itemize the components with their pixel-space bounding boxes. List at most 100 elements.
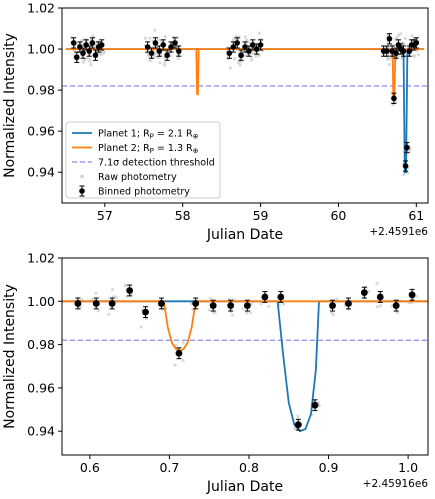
bottom-binned-point [209,302,217,310]
legend-planet2-label: Planet 2; RP = 1.3 R⊕ [98,143,199,155]
top-binned-point [70,40,77,46]
top-binned-point [404,144,410,151]
top-binned-point [168,44,174,50]
top-planet2-model-line [65,48,425,98]
bottom-raw-point [114,295,118,299]
bottom-raw-point [139,325,143,329]
bottom-binned-point [108,300,116,307]
top-raw-point [416,53,421,57]
top-binned-point [257,42,264,48]
bottom-binned-point [126,287,134,294]
top-ytick-label: 0.96 [27,124,55,139]
legend-box [65,121,221,199]
top-xtick-label: 61 [408,208,424,223]
top-xaxis-label: Julian Date [206,227,283,243]
top-x-offset-label: +2.4591e6 [369,226,428,238]
top-xtick-label: 59 [253,208,269,223]
top-binned-point [172,40,178,46]
top-binned-point [80,50,86,56]
bottom-ytick-label: 0.96 [27,380,55,395]
bottom-raw-point [94,291,98,295]
top-binned-point [249,42,256,48]
bottom-raw-point [267,304,271,308]
top-ytick-label: 0.94 [27,165,55,180]
bottom-raw-point [375,305,379,309]
top-raw-point [163,34,167,39]
top-ytick-label: 0.98 [27,83,55,98]
top-raw-point [412,54,416,58]
top-binned-point [89,40,96,46]
bottom-raw-point [245,311,249,315]
legend-raw-label: Raw photometry [98,172,177,183]
top-raw-point [148,36,152,40]
bottom-raw-point [111,288,115,292]
bottom-panel: 0.6 0.7 0.8 0.9 1.0 0.94 0.96 0.98 1.00 1.02 Julia… [2,251,429,495]
bottom-binned-point [408,291,416,299]
bottom-xtick-label: 0.7 [159,460,179,475]
top-raw-point [398,32,403,36]
bottom-binned-point [175,349,183,357]
bottom-xtick-label: 0.8 [239,460,259,475]
bottom-raw-point [181,358,185,362]
top-binned-point [238,52,244,59]
bottom-binned-point [227,302,235,310]
top-binned-point [164,52,170,59]
top-raw-point [228,66,232,70]
bottom-x-offset-label: +2.45916e6 [363,478,429,490]
top-binned-point [77,44,83,50]
bottom-raw-point [395,310,399,315]
top-raw-point [387,63,392,67]
bottom-raw-point [281,302,286,306]
top-xtick-label: 57 [97,208,113,223]
top-panel: 57 58 59 60 61 0.94 0.96 0.98 1.00 1.02 Julian Dat… [2,1,429,243]
bottom-plot-area [62,281,428,433]
bottom-raw-point [379,304,383,308]
top-binned-point [83,42,89,48]
top-binned-point [413,40,420,46]
top-raw-point [252,51,256,55]
bottom-xtick-label: 0.6 [80,460,100,475]
top-binned-point [391,95,397,102]
top-plot-area [62,28,428,177]
top-binned-point [86,48,93,54]
bottom-raw-point [296,414,300,418]
bottom-binned-point [142,308,149,316]
bottom-ytick-label: 1.02 [27,251,55,266]
top-binned-point [98,42,105,48]
bottom-raw-point [96,309,100,313]
bottom-ytick-label: 0.98 [27,337,55,352]
top-raw-point [163,63,167,67]
top-raw-point [406,171,410,175]
top-raw-point [157,37,161,42]
top-raw-point [153,28,157,32]
top-raw-point [410,34,414,38]
top-raw-point [89,63,93,67]
bottom-planet1-model-line [62,300,428,433]
top-raw-point [257,31,261,35]
top-raw-point [238,63,242,67]
bottom-raw-point [174,343,178,347]
bottom-binned-point [261,293,269,301]
top-binned-point [383,48,390,54]
bottom-binned-point [92,300,100,307]
bottom-binned-point [345,300,352,307]
bottom-ytick-label: 0.94 [27,424,55,439]
bottom-raw-point [250,302,254,306]
bottom-raw-point [248,311,253,315]
bottom-binned-point [243,302,251,310]
top-raw-point [91,34,95,38]
top-raw-point [99,53,103,57]
top-binned-point [176,48,182,54]
top-raw-point [163,61,167,65]
bottom-binned-point [277,293,285,301]
bottom-ytick-label: 1.00 [27,294,55,309]
top-raw-point [87,57,91,61]
legend-binned-swatch [79,188,85,194]
bottom-xtick-label: 1.0 [398,460,418,475]
top-raw-point [82,59,86,63]
top-raw-point [243,35,247,39]
top-binned-point [386,35,393,42]
bottom-planet2-model-line [62,300,428,353]
bottom-raw-point [331,313,335,317]
bottom-raw-point [107,312,111,316]
